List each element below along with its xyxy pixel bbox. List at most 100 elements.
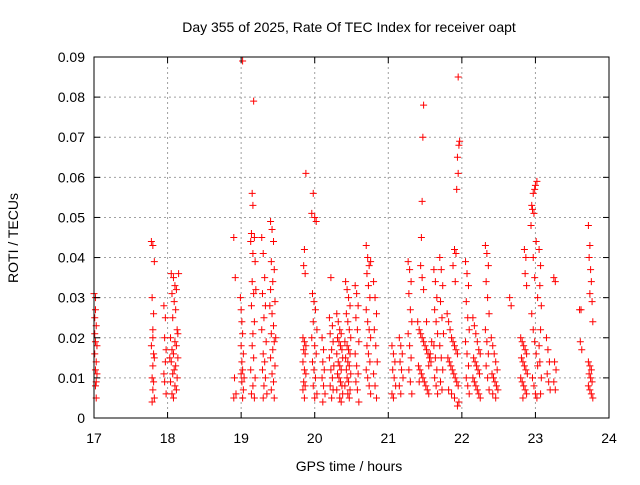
data-point bbox=[473, 338, 481, 346]
data-point bbox=[449, 262, 457, 270]
data-point bbox=[351, 350, 359, 358]
data-point bbox=[309, 318, 317, 326]
data-point bbox=[415, 378, 423, 386]
data-point bbox=[397, 390, 405, 398]
data-point bbox=[489, 390, 497, 398]
data-point bbox=[439, 330, 447, 338]
data-point bbox=[354, 302, 362, 310]
data-point bbox=[532, 238, 540, 246]
data-point bbox=[353, 326, 361, 334]
chart-title: Day 355 of 2025, Rate Of TEC Index for r… bbox=[182, 19, 516, 35]
data-point bbox=[267, 258, 275, 266]
data-point bbox=[406, 342, 414, 350]
data-point bbox=[230, 394, 238, 402]
data-point bbox=[465, 390, 473, 398]
data-point bbox=[337, 330, 345, 338]
data-point bbox=[261, 358, 269, 366]
data-point bbox=[399, 374, 407, 382]
data-point bbox=[370, 326, 378, 334]
data-point bbox=[320, 366, 328, 374]
data-point bbox=[334, 358, 342, 366]
data-point bbox=[362, 306, 370, 314]
data-point bbox=[252, 286, 260, 294]
data-point bbox=[437, 378, 445, 386]
data-point bbox=[422, 382, 430, 390]
data-point bbox=[299, 358, 307, 366]
data-point bbox=[168, 346, 176, 354]
data-point bbox=[489, 342, 497, 350]
data-point bbox=[148, 374, 156, 382]
data-point bbox=[431, 278, 439, 286]
data-point bbox=[172, 386, 180, 394]
data-point bbox=[347, 370, 355, 378]
data-point bbox=[239, 366, 247, 374]
data-point bbox=[481, 326, 489, 334]
data-point bbox=[342, 310, 350, 318]
data-point bbox=[417, 330, 425, 338]
data-point bbox=[247, 390, 255, 398]
data-point bbox=[258, 366, 266, 374]
data-point bbox=[398, 350, 406, 358]
data-point bbox=[389, 366, 397, 374]
data-point bbox=[451, 374, 459, 382]
data-point bbox=[453, 402, 461, 410]
data-point bbox=[171, 338, 179, 346]
data-point bbox=[529, 326, 537, 334]
y-tick-label: 0.08 bbox=[58, 89, 85, 105]
data-point bbox=[588, 298, 596, 306]
data-point bbox=[443, 310, 451, 318]
data-point bbox=[311, 374, 319, 382]
data-point bbox=[312, 217, 320, 225]
data-point bbox=[448, 366, 456, 374]
data-point bbox=[367, 258, 375, 266]
data-point bbox=[328, 394, 336, 402]
data-point bbox=[585, 370, 593, 378]
data-point bbox=[370, 370, 378, 378]
y-tick-label: 0.01 bbox=[58, 370, 85, 386]
data-point bbox=[327, 274, 335, 282]
data-point bbox=[436, 342, 444, 350]
x-tick-label: 23 bbox=[528, 430, 544, 446]
data-point bbox=[347, 334, 355, 342]
data-point bbox=[408, 390, 416, 398]
data-point bbox=[364, 318, 372, 326]
x-tick-label: 22 bbox=[454, 430, 470, 446]
data-point bbox=[231, 374, 239, 382]
data-point bbox=[237, 342, 245, 350]
data-point bbox=[93, 342, 101, 350]
y-axis-label: ROTI / TECUs bbox=[5, 193, 21, 283]
data-point bbox=[162, 346, 170, 354]
data-point bbox=[521, 386, 529, 394]
data-point bbox=[425, 390, 433, 398]
data-point bbox=[395, 382, 403, 390]
data-point bbox=[310, 298, 318, 306]
data-point bbox=[444, 354, 452, 362]
data-point bbox=[472, 382, 480, 390]
data-point bbox=[168, 290, 176, 298]
data-point bbox=[481, 242, 489, 250]
data-point bbox=[345, 394, 353, 402]
data-point bbox=[489, 374, 497, 382]
data-point bbox=[419, 133, 427, 141]
data-point bbox=[473, 386, 481, 394]
data-point bbox=[485, 386, 493, 394]
data-point bbox=[534, 362, 542, 370]
data-point bbox=[520, 382, 528, 390]
data-point bbox=[507, 302, 515, 310]
data-point bbox=[149, 362, 157, 370]
data-point bbox=[370, 278, 378, 286]
data-point bbox=[343, 374, 351, 382]
data-point bbox=[161, 378, 169, 386]
data-point bbox=[451, 278, 459, 286]
data-point bbox=[417, 234, 425, 241]
data-point bbox=[428, 338, 436, 346]
data-point bbox=[396, 358, 404, 366]
data-point bbox=[550, 274, 558, 282]
data-point bbox=[269, 346, 277, 354]
data-point bbox=[421, 342, 429, 350]
data-point bbox=[418, 334, 426, 342]
data-point bbox=[551, 358, 559, 366]
data-point bbox=[311, 213, 319, 221]
data-point bbox=[454, 73, 462, 81]
data-point bbox=[345, 362, 353, 370]
